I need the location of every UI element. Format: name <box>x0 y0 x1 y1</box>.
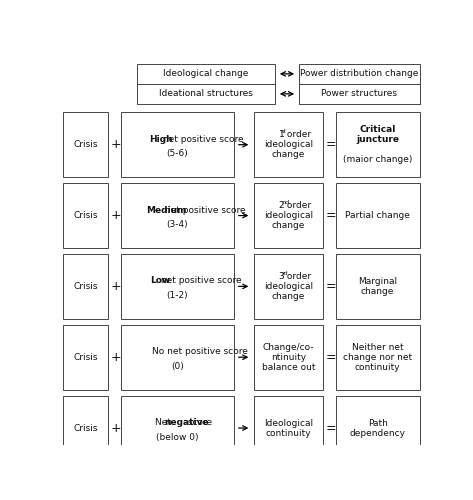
Bar <box>63 396 108 460</box>
Text: change nor net: change nor net <box>343 352 412 362</box>
Text: change: change <box>272 221 305 230</box>
Bar <box>121 325 234 390</box>
Text: (0): (0) <box>171 362 184 371</box>
Text: Net: Net <box>155 418 174 427</box>
Text: High: High <box>149 135 173 144</box>
Bar <box>254 254 324 318</box>
Text: Medium: Medium <box>147 206 187 214</box>
Bar <box>254 183 324 248</box>
Text: (maior change): (maior change) <box>343 155 412 164</box>
Text: Ideological change: Ideological change <box>163 70 248 78</box>
Text: nd: nd <box>281 200 289 205</box>
Bar <box>137 64 274 104</box>
Bar <box>121 183 234 248</box>
Text: ideological: ideological <box>264 140 313 149</box>
Text: score: score <box>185 418 212 427</box>
Text: +: + <box>110 209 121 222</box>
Text: Power structures: Power structures <box>322 90 397 98</box>
Text: (1-2): (1-2) <box>166 291 188 300</box>
Text: Crisis: Crisis <box>73 140 98 149</box>
Bar <box>63 325 108 390</box>
Text: continuity: continuity <box>266 428 311 438</box>
Text: net positive score: net positive score <box>159 135 243 144</box>
Bar <box>336 254 420 318</box>
Text: 2: 2 <box>279 201 284 210</box>
Text: ntinuity: ntinuity <box>271 352 306 362</box>
Text: order: order <box>284 272 311 281</box>
Bar <box>254 112 324 177</box>
Text: Low: Low <box>150 276 171 285</box>
Text: =: = <box>326 138 336 151</box>
Text: Crisis: Crisis <box>73 352 98 362</box>
Bar <box>63 183 108 248</box>
Text: continuity: continuity <box>355 362 401 372</box>
Text: change: change <box>272 292 305 301</box>
Bar <box>121 396 234 460</box>
Text: (5-6): (5-6) <box>166 150 188 158</box>
Text: Marginal: Marginal <box>358 277 397 286</box>
Text: =: = <box>326 350 336 364</box>
Text: +: + <box>110 422 121 434</box>
Bar <box>336 183 420 248</box>
Text: balance out: balance out <box>262 362 315 372</box>
Bar <box>121 254 234 318</box>
Bar <box>63 254 108 318</box>
Text: Crisis: Crisis <box>73 282 98 291</box>
Text: st: st <box>281 129 287 134</box>
Text: (below 0): (below 0) <box>156 433 199 442</box>
Text: Ideological: Ideological <box>264 418 313 428</box>
Text: Change/co-: Change/co- <box>263 342 314 351</box>
Text: change: change <box>361 287 394 296</box>
Bar <box>121 112 234 177</box>
Text: No net positive score: No net positive score <box>152 348 248 356</box>
Text: Neither net: Neither net <box>352 342 403 351</box>
Text: order: order <box>284 130 311 139</box>
Bar <box>336 325 420 390</box>
Bar <box>254 396 324 460</box>
Text: Power distribution change: Power distribution change <box>300 70 419 78</box>
Text: Crisis: Crisis <box>73 211 98 220</box>
Text: Partial change: Partial change <box>345 211 410 220</box>
Text: +: + <box>110 280 121 293</box>
Text: Crisis: Crisis <box>73 424 98 432</box>
Text: =: = <box>326 280 336 293</box>
Bar <box>336 112 420 177</box>
Text: +: + <box>110 350 121 364</box>
Text: =: = <box>326 422 336 434</box>
Text: order: order <box>284 201 311 210</box>
Text: net positive score: net positive score <box>162 206 246 214</box>
Text: negative: negative <box>165 418 209 427</box>
Bar <box>254 325 324 390</box>
Bar <box>299 64 420 104</box>
Bar <box>336 396 420 460</box>
Text: change: change <box>272 150 305 159</box>
Text: net positive score: net positive score <box>158 276 242 285</box>
Text: rd: rd <box>281 271 288 276</box>
Text: Critical: Critical <box>359 125 396 134</box>
Text: =: = <box>326 209 336 222</box>
Text: 1: 1 <box>279 130 284 139</box>
Text: (3-4): (3-4) <box>166 220 188 230</box>
Text: juncture: juncture <box>356 135 399 144</box>
Text: ideological: ideological <box>264 282 313 291</box>
Bar <box>63 112 108 177</box>
Text: +: + <box>110 138 121 151</box>
Text: ideological: ideological <box>264 211 313 220</box>
Text: Ideational structures: Ideational structures <box>158 90 253 98</box>
Text: Path: Path <box>368 418 387 428</box>
Text: 3: 3 <box>279 272 284 281</box>
Text: dependency: dependency <box>350 428 406 438</box>
